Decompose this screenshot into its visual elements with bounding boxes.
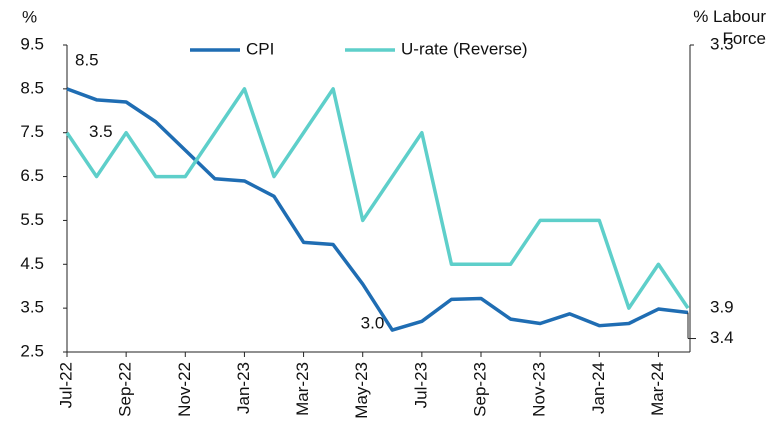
y-tick-label: 5.5 bbox=[20, 210, 44, 229]
x-tick-label: Sep-23 bbox=[470, 362, 489, 417]
y-axis-label: % bbox=[22, 7, 37, 26]
y-tick-label: 2.5 bbox=[20, 341, 44, 360]
series-line bbox=[66, 87, 689, 332]
y-tick-label: 9.5 bbox=[20, 34, 44, 53]
y-tick-label: 7.5 bbox=[20, 122, 44, 141]
x-tick-label: Jul-23 bbox=[411, 362, 430, 408]
x-tick-label: Mar-24 bbox=[648, 362, 667, 416]
y2-tick-label: 3.3 bbox=[710, 34, 734, 53]
legend-label: CPI bbox=[246, 39, 274, 58]
x-tick-label: Sep-22 bbox=[116, 362, 135, 417]
x-tick-label: Mar-23 bbox=[293, 362, 312, 416]
y-tick-label: 4.5 bbox=[20, 254, 44, 273]
x-tick-label: Jan-23 bbox=[234, 362, 253, 414]
data-label: 3.5 bbox=[89, 122, 113, 141]
y-tick-label: 3.5 bbox=[20, 298, 44, 317]
x-tick-label: Nov-23 bbox=[530, 362, 549, 417]
y-tick-label: 6.5 bbox=[20, 166, 44, 185]
series-line bbox=[65, 87, 690, 310]
data-label: 3.0 bbox=[361, 314, 385, 333]
data-label: 3.4 bbox=[710, 328, 734, 347]
x-tick-label: Jul-22 bbox=[56, 362, 75, 408]
data-label: 8.5 bbox=[75, 50, 99, 69]
x-tick-label: Jan-24 bbox=[589, 362, 608, 414]
x-tick-label: May-23 bbox=[352, 362, 371, 419]
legend-label: U-rate (Reverse) bbox=[401, 39, 528, 58]
y-tick-label: 8.5 bbox=[20, 78, 44, 97]
data-label: 3.9 bbox=[710, 298, 734, 317]
x-tick-label: Nov-22 bbox=[175, 362, 194, 417]
y2-axis-label: % Labour Force bbox=[693, 7, 766, 48]
